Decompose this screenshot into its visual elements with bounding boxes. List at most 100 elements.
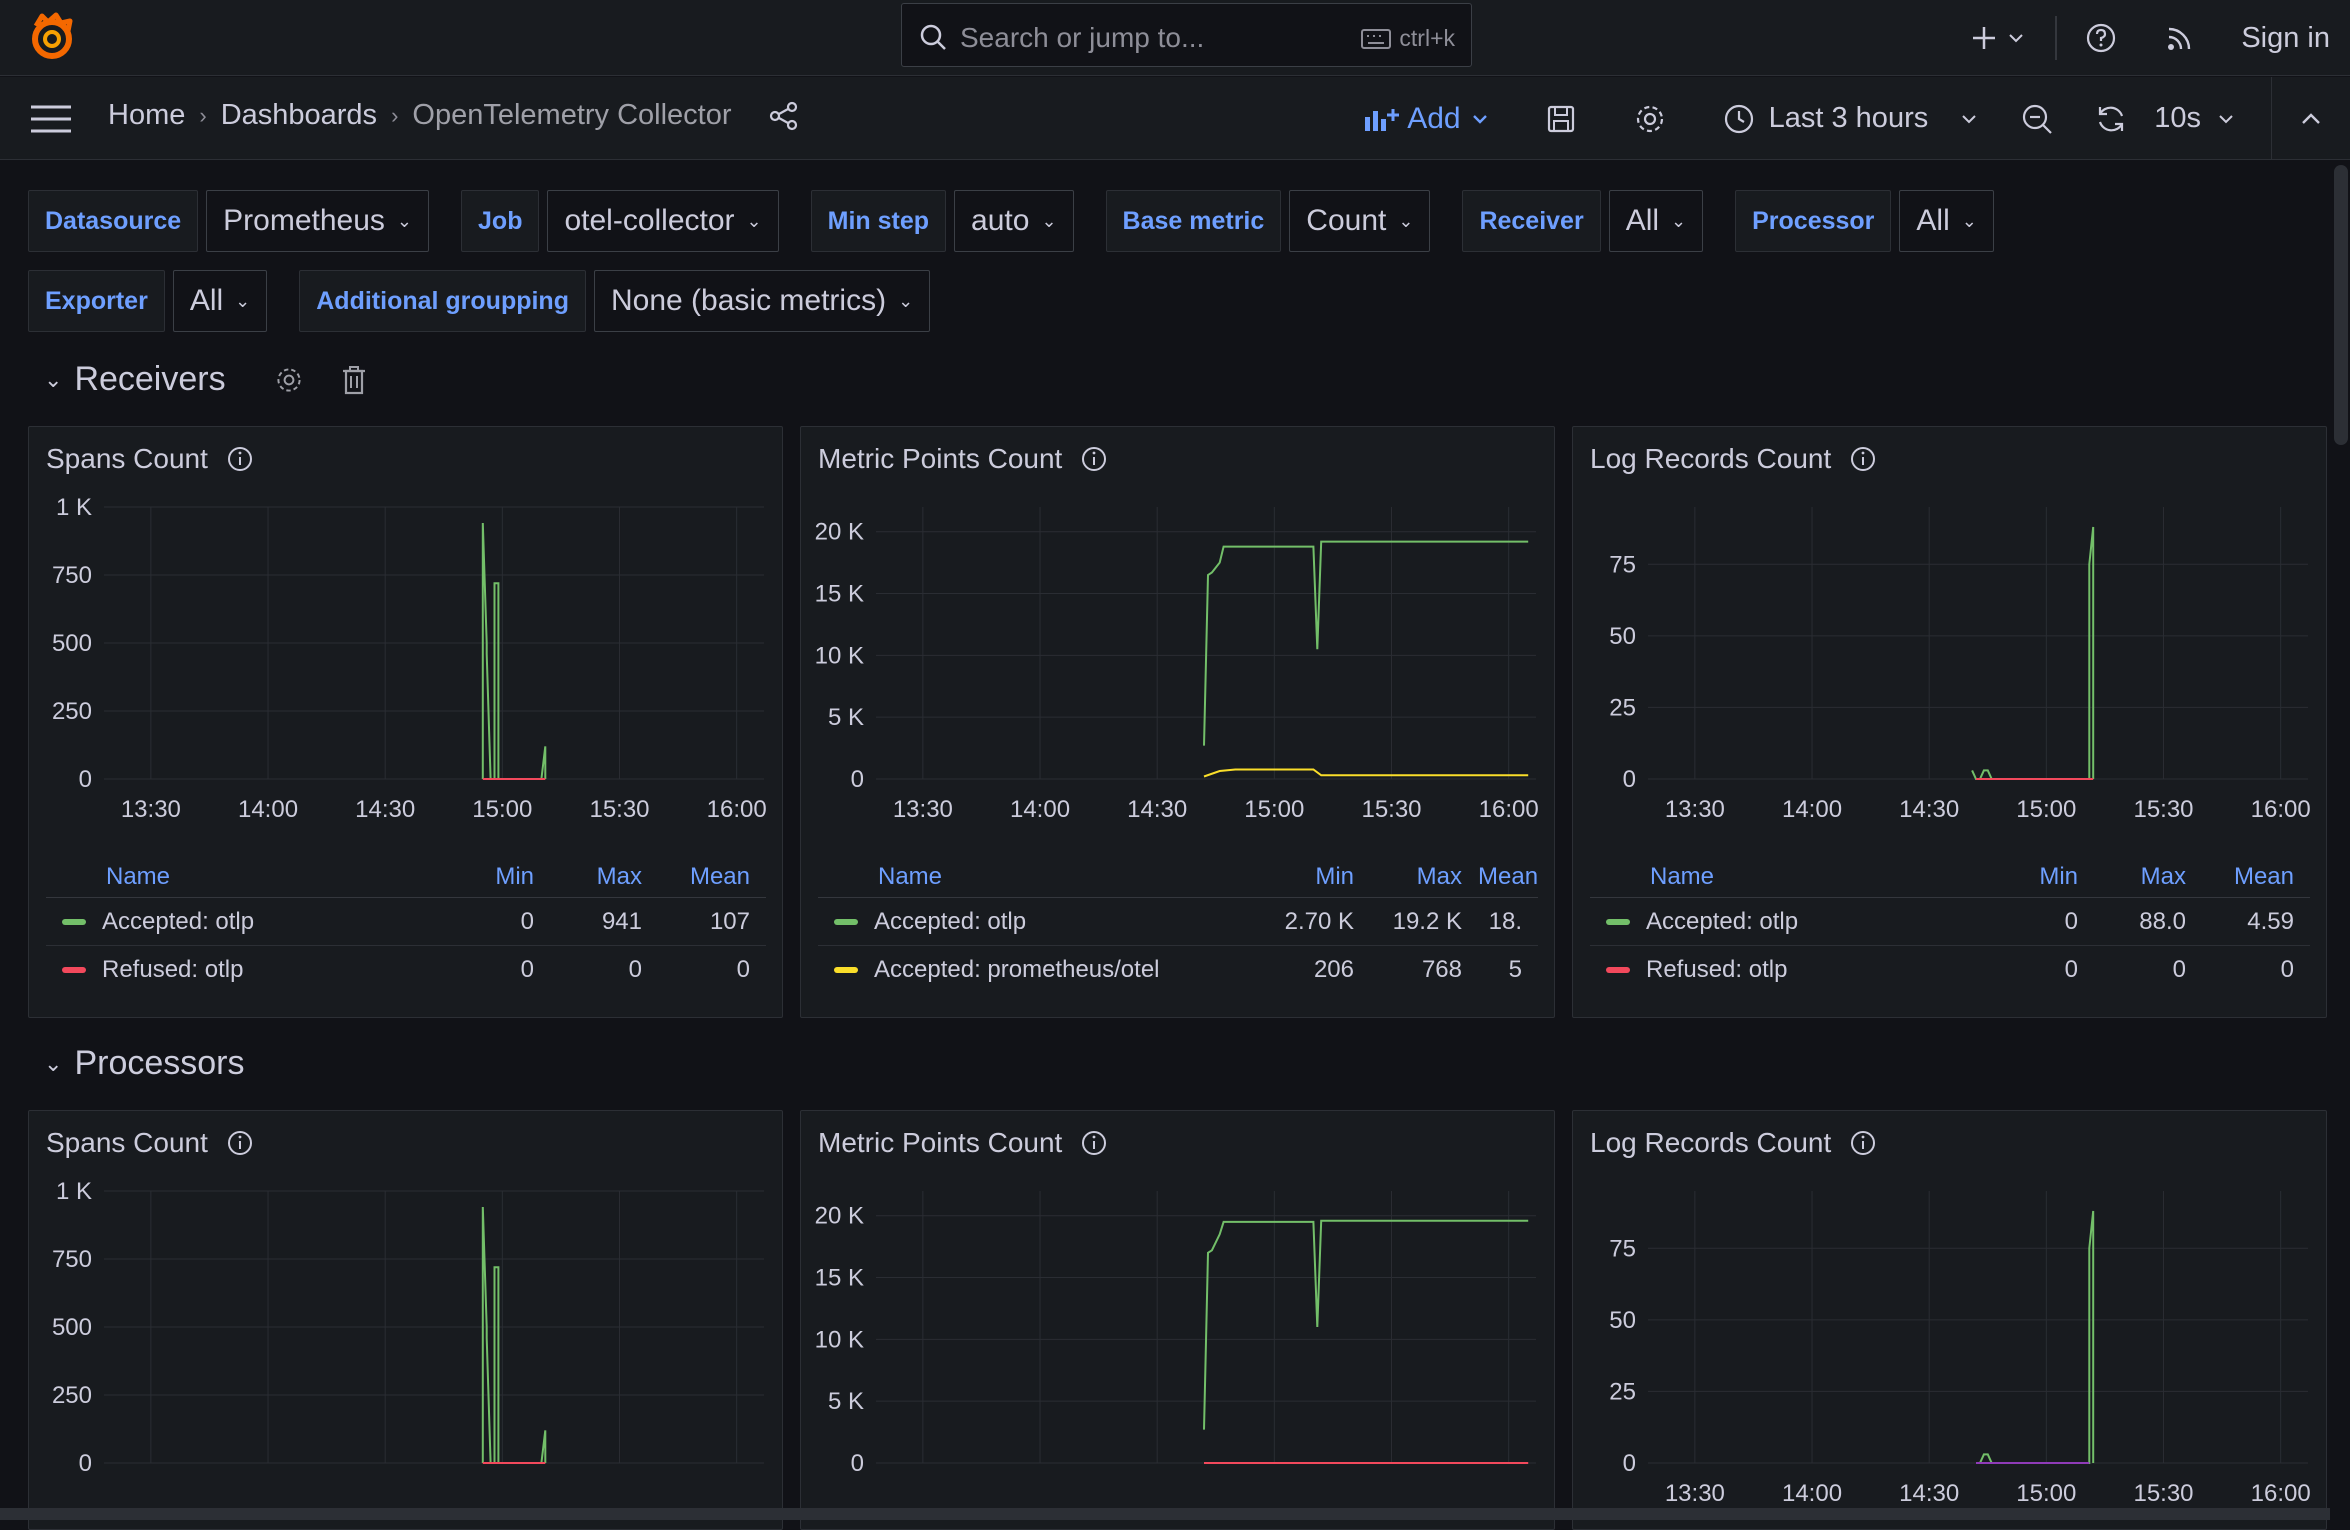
log-records-count-chart[interactable]: 0 25 50 75 13:30 14:00 14:30 15:00 15:30 16:00 [1573, 1171, 2327, 1530]
x-tick-label: 13:30 [121, 796, 181, 823]
x-tick-label: 15:30 [1361, 796, 1421, 823]
legend-header: Name Min Max Mean [818, 857, 1538, 898]
panel-receivers-log-records-count[interactable]: Log Records Count 0 25 50 75 13:30 14:00 14:30… [1572, 426, 2327, 1018]
log-records-count-chart[interactable]: 0 25 50 75 13:30 14:00 14:30 15:00 15:30 16:00 [1573, 487, 2327, 857]
row-header-receivers[interactable]: ⌄ Receivers [44, 360, 368, 399]
legend-row[interactable]: Accepted: otlp 0 88.0 4.59 [1590, 898, 2310, 946]
legend-header-min[interactable]: Min [1315, 863, 1354, 890]
help-button[interactable] [2085, 22, 2117, 54]
x-tick-label: 15:30 [2133, 1480, 2193, 1507]
chevron-down-icon: ⌄ [1041, 210, 1057, 231]
refresh-button[interactable] [2094, 102, 2128, 136]
variables-row-2: Exporter All ⌄ Additional groupping None … [28, 270, 931, 332]
legend-header-mean[interactable]: Mean [1478, 863, 1538, 890]
horizontal-scrollbar[interactable] [0, 1508, 2330, 1520]
chevron-down-icon: ⌄ [44, 366, 63, 392]
variable-select-datasource[interactable]: Prometheus ⌄ [206, 190, 430, 252]
vertical-scrollbar[interactable] [2334, 165, 2348, 445]
metric-points-count-chart[interactable]: 0 5 K 10 K 15 K 20 K 13:30 14:00 14:30 15:00 15:3… [801, 487, 1555, 857]
legend-header-name[interactable]: Name [1650, 863, 1715, 890]
panel-receivers-spans-count[interactable]: Spans Count 0 250 500 750 1 K 13:30 14:00 14:30… [28, 426, 783, 1018]
refresh-interval-picker[interactable]: 10s [2154, 102, 2237, 135]
y-tick-label: 5 K [828, 1388, 864, 1415]
dashboard-settings-button[interactable] [1633, 102, 1667, 136]
panel-title-text: Log Records Count [1590, 443, 1832, 474]
spans-count-chart[interactable]: 0 250 500 750 1 K [29, 1171, 783, 1530]
breadcrumb-current: OpenTelemetry Collector [412, 99, 732, 131]
legend-row[interactable]: Refused: otlp 0 0 0 [46, 946, 766, 993]
panel-title: Log Records Count [1590, 443, 1877, 475]
variable-select-base-metric[interactable]: Count ⌄ [1289, 190, 1431, 252]
zoom-out-button[interactable] [2020, 102, 2054, 136]
news-button[interactable] [2165, 23, 2195, 53]
legend-row[interactable]: Refused: otlp 0 0 0 [1590, 946, 2310, 993]
chevron-down-icon: ⌄ [746, 210, 762, 231]
panel-receivers-metric-points-count[interactable]: Metric Points Count 0 5 K 10 K 15 K 20 K 13:3… [800, 426, 1555, 1018]
search-input[interactable]: Search or jump to... ctrl+k [901, 3, 1472, 67]
legend-header-min[interactable]: Min [495, 863, 534, 890]
grafana-logo-icon[interactable] [26, 12, 78, 64]
save-dashboard-button[interactable] [1545, 103, 1577, 135]
share-icon[interactable] [768, 100, 800, 132]
legend-mean: 4.59 [2247, 907, 2294, 935]
legend-header-max[interactable]: Max [596, 863, 642, 890]
refresh-interval-label: 10s [2154, 102, 2201, 134]
variable-label-datasource: Datasource [28, 190, 199, 252]
y-tick-label: 0 [79, 1450, 92, 1477]
collapse-header-button[interactable] [2271, 77, 2350, 160]
legend-series-name: Refused: otlp [1646, 955, 1788, 983]
variable-select-exporter[interactable]: All ⌄ [172, 270, 268, 332]
panel-title-text: Spans Count [46, 443, 208, 474]
breadcrumb-dashboards[interactable]: Dashboards [220, 99, 378, 131]
y-tick-label: 15 K [815, 1265, 864, 1292]
zoom-out-icon [2023, 104, 2053, 134]
info-icon[interactable] [1080, 445, 1108, 473]
legend-series-name: Accepted: otlp [1646, 907, 1799, 935]
variable-select-additional-groupping[interactable]: None (basic metrics) ⌄ [593, 270, 931, 332]
breadcrumb-home[interactable]: Home [108, 99, 186, 131]
legend-header-mean[interactable]: Mean [689, 863, 750, 890]
panel-processors-spans-count[interactable]: Spans Count 0 250 500 750 1 K [28, 1110, 783, 1530]
chevron-down-icon [2219, 114, 2233, 123]
legend-header-mean[interactable]: Mean [2233, 863, 2294, 890]
variable-select-processor[interactable]: All ⌄ [1899, 190, 1994, 252]
legend-mean: 107 [709, 907, 750, 935]
info-icon[interactable] [1849, 1129, 1877, 1157]
time-range-picker[interactable]: Last 3 hours [1723, 102, 1981, 135]
row-header-processors[interactable]: ⌄ Processors [44, 1044, 245, 1083]
variable-select-receiver[interactable]: All ⌄ [1608, 190, 1704, 252]
legend-min: 2.70 K [1284, 907, 1354, 935]
add-label: Add [1407, 101, 1461, 135]
panel-processors-metric-points-count[interactable]: Metric Points Count 0 5 K 10 K 15 K 20 K [800, 1110, 1555, 1530]
info-icon[interactable] [1849, 445, 1877, 473]
new-button[interactable] [1969, 23, 2027, 53]
add-panel-button[interactable]: Add [1363, 102, 1490, 136]
info-icon[interactable] [226, 1129, 254, 1157]
series-color-swatch [1606, 966, 1630, 973]
legend-row[interactable]: Accepted: otlp 2.70 K 19.2 K 18. [818, 898, 1538, 946]
legend-min: 0 [2064, 907, 2078, 935]
trash-icon[interactable] [340, 365, 368, 395]
panel-processors-log-records-count[interactable]: Log Records Count 0 25 50 75 13:30 14:00 14:30… [1572, 1110, 2327, 1530]
legend-header-name[interactable]: Name [106, 863, 171, 890]
sign-in-link[interactable]: Sign in [2241, 21, 2330, 54]
legend-header-max[interactable]: Max [2140, 863, 2186, 890]
legend-row[interactable]: Accepted: otlp 0 941 107 [46, 898, 766, 946]
legend-header-name[interactable]: Name [878, 863, 943, 890]
series-line [481, 522, 547, 780]
y-tick-label: 500 [52, 630, 92, 657]
search-icon [920, 24, 946, 50]
legend-row[interactable]: Accepted: prometheus/otel 206 768 5 [818, 946, 1538, 993]
metric-points-count-chart[interactable]: 0 5 K 10 K 15 K 20 K [801, 1171, 1555, 1530]
keyboard-icon [1361, 28, 1392, 49]
spans-count-chart[interactable]: 0 250 500 750 1 K 13:30 14:00 14:30 15:00 15:30 16… [29, 487, 783, 857]
info-icon[interactable] [226, 445, 254, 473]
variable-select-min-step[interactable]: auto ⌄ [954, 190, 1074, 252]
menu-icon[interactable] [30, 105, 72, 133]
legend-header-min[interactable]: Min [2039, 863, 2078, 890]
x-tick-label: 15:30 [2133, 796, 2193, 823]
info-icon[interactable] [1080, 1129, 1108, 1157]
row-settings-gear-icon[interactable] [274, 365, 304, 395]
legend-header-max[interactable]: Max [1416, 863, 1462, 890]
variable-select-job[interactable]: otel-collector ⌄ [547, 190, 779, 252]
